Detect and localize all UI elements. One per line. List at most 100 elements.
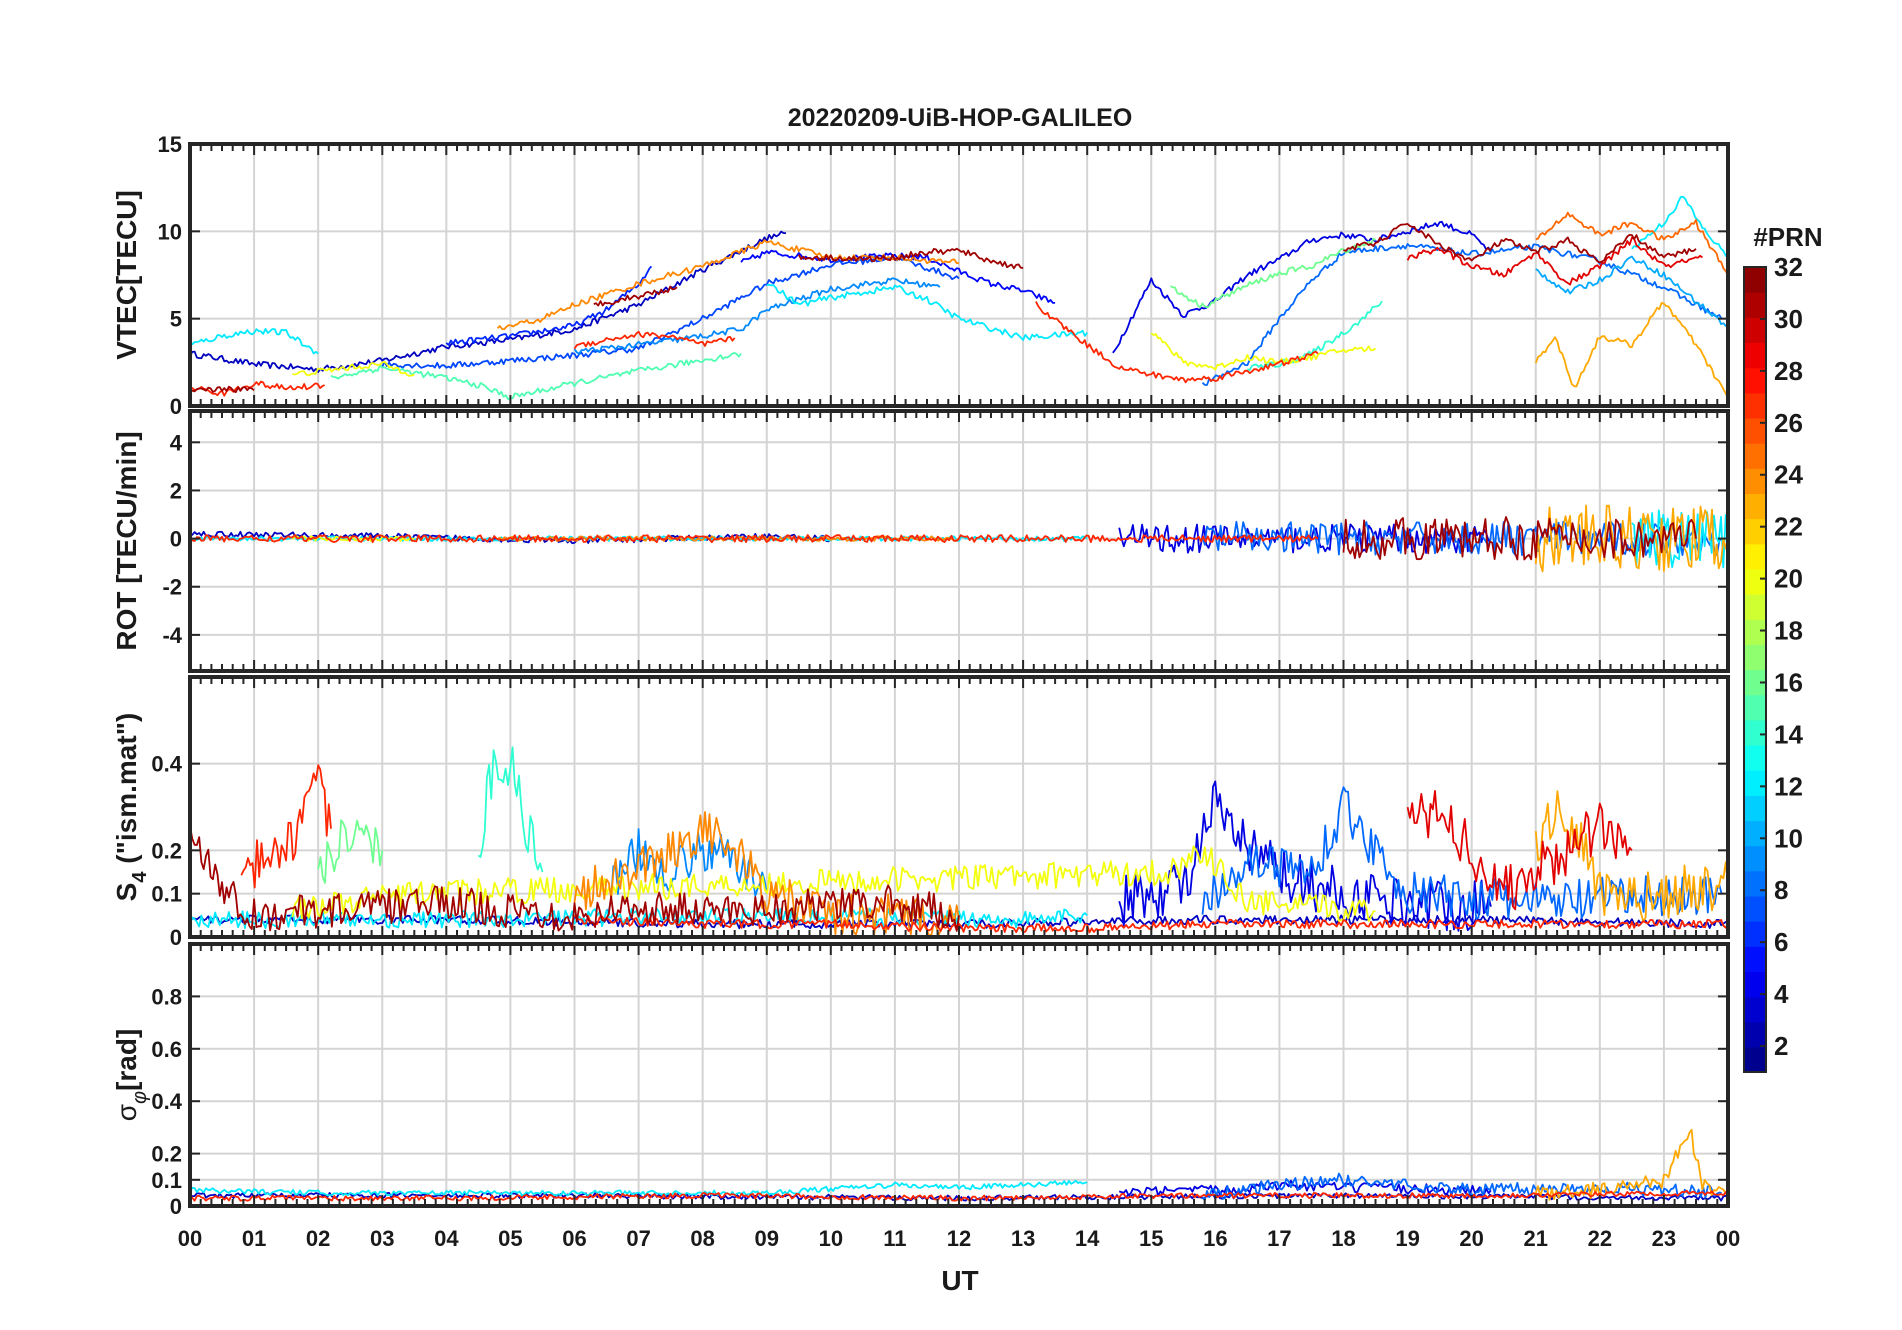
series-line-prn-9 <box>605 828 768 913</box>
x-minor-ticks <box>189 411 1729 671</box>
y-axis-label-rest: ("ism.mat") <box>111 713 142 872</box>
x-tick-label: 22 <box>1588 1226 1612 1251</box>
series-line-prn-23 <box>1534 301 1728 398</box>
series-line-prn-12 <box>190 907 1088 930</box>
x-tick-label: 01 <box>242 1226 266 1251</box>
colorbar-segment <box>1744 870 1766 897</box>
y-tick-label: 15 <box>158 132 182 157</box>
colorbar-segment <box>1744 820 1766 847</box>
x-tick-label: 20 <box>1459 1226 1483 1251</box>
series-line-prn-4 <box>1118 780 1492 932</box>
series-line-prn-4 <box>1112 220 1492 354</box>
series-line-prn-31 <box>1342 516 1697 561</box>
x-axis-label: UT <box>941 1265 978 1296</box>
colorbar-segment <box>1744 669 1766 696</box>
colorbar-tick-label: 4 <box>1774 979 1789 1009</box>
colorbar-tick-label: 16 <box>1774 667 1803 697</box>
series-line-prn-31 <box>1343 222 1697 264</box>
colorbar-tick-label: 14 <box>1774 719 1803 749</box>
panel-vtec: 0 5 10 15 VTEC[TECU] <box>111 132 1730 419</box>
colorbar-tick-label: 18 <box>1774 616 1803 646</box>
y-axis-label-main: S <box>111 883 142 902</box>
colorbar-segment <box>1744 417 1766 444</box>
series-line-prn-20 <box>1150 332 1377 371</box>
colorbar-segment <box>1744 770 1766 796</box>
chart-title: 20220209-UiB-HOP-GALILEO <box>788 104 1133 132</box>
y-tick-label: 0.1 <box>151 882 182 907</box>
series-line-prn-29 <box>1406 790 1633 911</box>
colorbar-segment <box>1744 1046 1766 1073</box>
x-minor-ticks <box>189 944 1729 1206</box>
y-axis-label: ROT [TECU/min] <box>111 431 142 650</box>
colorbar-segment <box>1744 619 1766 645</box>
colorbar-segment <box>1744 594 1766 620</box>
series-line-prn-23 <box>1534 504 1728 573</box>
x-tick-label: 13 <box>1011 1226 1035 1251</box>
x-tick-label: 00 <box>1716 1226 1740 1251</box>
series-line-prn-31 <box>593 285 678 307</box>
x-tick-label: 00 <box>178 1226 202 1251</box>
colorbar-segment <box>1744 1021 1766 1048</box>
series-group <box>190 746 1728 937</box>
panel-rot: -4 -2 0 2 4 ROT [TECU/min] <box>111 409 1730 673</box>
series-line-prn-12 <box>1631 195 1728 259</box>
colorbar-segment <box>1744 795 1766 822</box>
x-tick-label: 05 <box>498 1226 522 1251</box>
series-line-prn-16 <box>317 819 384 884</box>
y-tick-label: 0 <box>170 1194 182 1219</box>
colorbar-segment <box>1744 996 1766 1023</box>
y-tick-label: 0.4 <box>151 752 182 777</box>
colorbar-tick-label: 2 <box>1774 1031 1788 1061</box>
y-tick-label: 2 <box>170 478 182 503</box>
y-tick-label: 0 <box>170 394 182 419</box>
series-line-prn-16 <box>1170 237 1377 309</box>
colorbar-segment <box>1744 292 1766 318</box>
colorbar-segment <box>1744 719 1766 746</box>
x-axis-ticks: 00 01 02 03 04 05 06 07 08 09 10 11 12 13 14 15 16 17 18 19… <box>178 1226 1740 1251</box>
colorbar-segment <box>1744 568 1766 595</box>
colorbar-segment <box>1744 543 1766 570</box>
colorbar-frame <box>1743 266 1767 1073</box>
series-line-prn-20 <box>292 360 415 377</box>
colorbar-segment <box>1744 468 1766 495</box>
x-tick-label: 04 <box>434 1226 459 1251</box>
series-line-prn-27 <box>190 380 326 397</box>
y-axis-label: S4 ("ism.mat") <box>111 713 151 902</box>
colorbar-segment <box>1744 895 1766 922</box>
colorbar-tick-label: 8 <box>1774 875 1788 905</box>
series-line-prn-27 <box>240 764 332 889</box>
x-tick-label: 15 <box>1139 1226 1163 1251</box>
x-tick-label: 19 <box>1395 1226 1419 1251</box>
series-group <box>190 504 1728 573</box>
colorbar-segment <box>1744 946 1766 972</box>
colorbar-segment <box>1744 845 1766 872</box>
series-line-prn-12 <box>190 327 319 355</box>
series-group <box>190 195 1728 401</box>
x-tick-label: 09 <box>755 1226 779 1251</box>
x-tick-label: 10 <box>819 1226 843 1251</box>
x-tick-label: 12 <box>947 1226 971 1251</box>
colorbar-segment <box>1744 694 1766 721</box>
y-tick-label: 4 <box>170 430 183 455</box>
series-line-prn-23 <box>1534 1128 1728 1201</box>
y-tick-label: 0.4 <box>151 1089 182 1114</box>
y-tick-label: 0.2 <box>151 1142 182 1167</box>
colorbar-segment <box>1744 493 1766 520</box>
colorbar-segment <box>1744 342 1766 369</box>
series-line-prn-31 <box>798 247 1024 270</box>
colorbar-tick-label: 10 <box>1774 823 1803 853</box>
series-line-prn-9 <box>573 277 941 355</box>
series-line-prn-10 <box>1535 255 1728 329</box>
series-line-prn-12 <box>190 1179 1088 1197</box>
y-tick-label: -2 <box>162 575 182 600</box>
x-tick-label: 03 <box>370 1226 394 1251</box>
x-tick-label: 23 <box>1652 1226 1676 1251</box>
series-line-prn-15 <box>330 352 742 401</box>
colorbar-segment <box>1744 644 1766 671</box>
colorbar-label: #PRN <box>1753 222 1822 252</box>
x-tick-label: 06 <box>562 1226 586 1251</box>
colorbar-segment <box>1744 367 1766 394</box>
colorbar-tick-label: 24 <box>1774 460 1803 490</box>
y-axis-label-subscript: 4 <box>129 871 151 883</box>
